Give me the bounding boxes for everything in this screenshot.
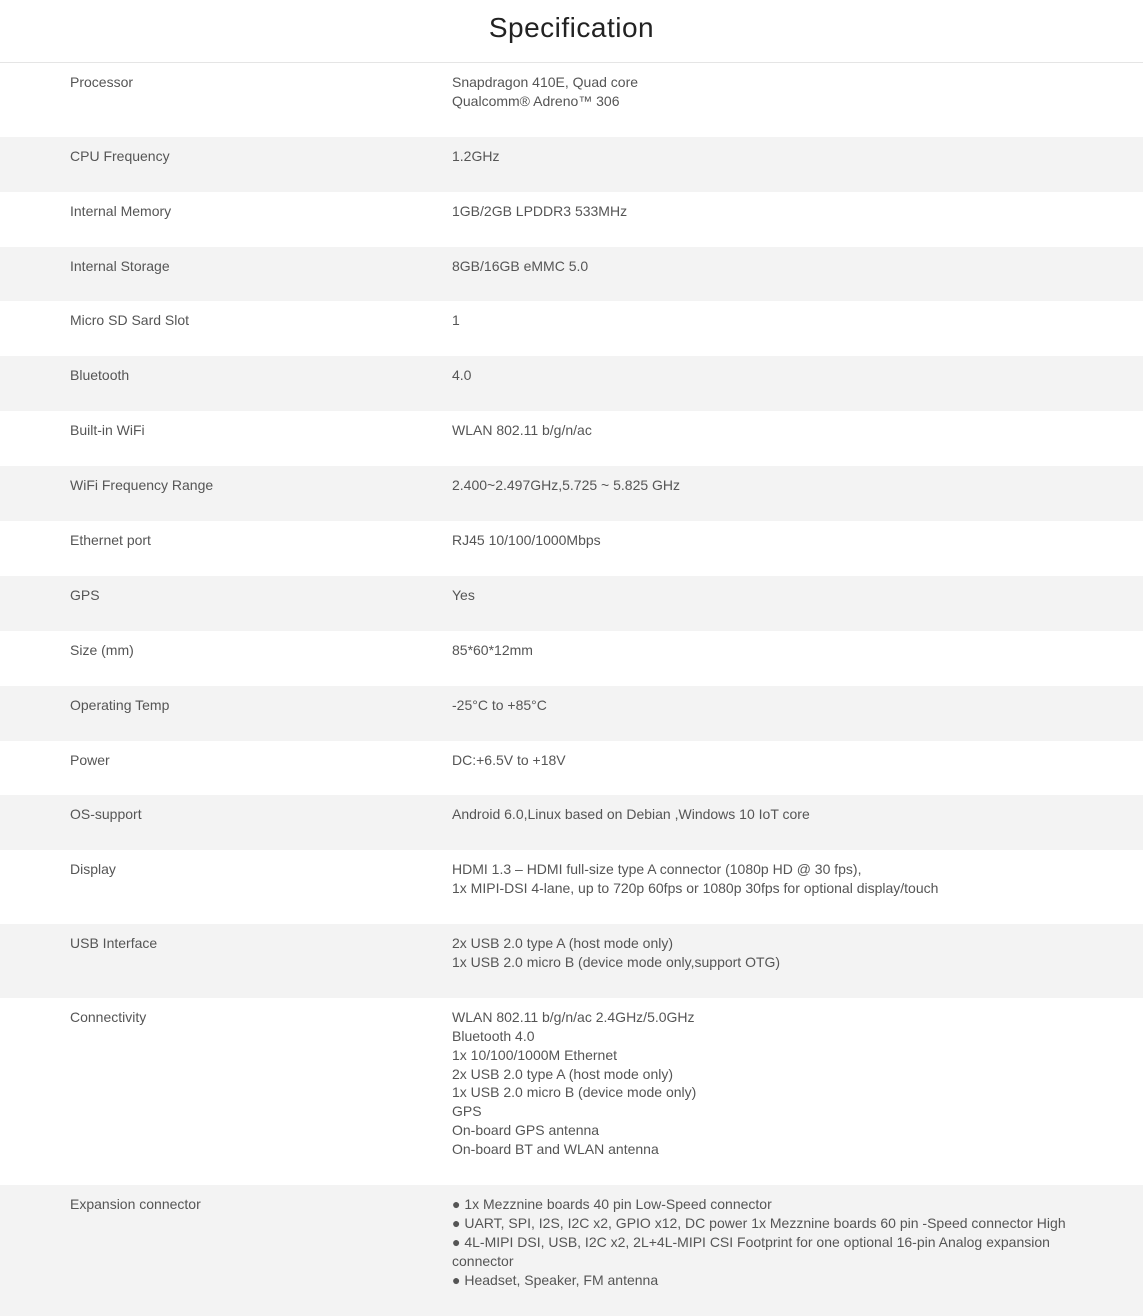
table-row: ConnectivityWLAN 802.11 b/g/n/ac 2.4GHz/…	[0, 998, 1143, 1185]
table-row: Built-in WiFi WLAN 802.11 b/g/n/ac	[0, 411, 1143, 466]
spec-value: 1.2GHz	[420, 137, 1143, 192]
spec-label: WiFi Frequency Range	[0, 466, 420, 521]
spec-value: 1GB/2GB LPDDR3 533MHz	[420, 192, 1143, 247]
spec-value: 1	[420, 301, 1143, 356]
spec-value: WLAN 802.11 b/g/n/ac	[420, 411, 1143, 466]
spec-value-line: -25°C to +85°C	[452, 696, 1103, 715]
spec-value-line: GPS	[452, 1102, 1103, 1121]
spec-label: Operating Temp	[0, 686, 420, 741]
spec-value: Android 6.0,Linux based on Debian ,Windo…	[420, 795, 1143, 850]
spec-value: Yes	[420, 576, 1143, 631]
table-row: Internal Storage 8GB/16GB eMMC 5.0	[0, 247, 1143, 302]
spec-value: 4.0	[420, 356, 1143, 411]
spec-value: Snapdragon 410E, Quad coreQualcomm® Adre…	[420, 63, 1143, 137]
spec-value-line: 85*60*12mm	[452, 641, 1103, 660]
spec-label: Power	[0, 741, 420, 796]
spec-label: Internal Storage	[0, 247, 420, 302]
specification-table: ProcessorSnapdragon 410E, Quad coreQualc…	[0, 62, 1143, 1316]
spec-value-bullet: ● 1x Mezznine boards 40 pin Low-Speed co…	[452, 1195, 1103, 1214]
table-row: Ethernet port RJ45 10/100/1000Mbps	[0, 521, 1143, 576]
spec-value: ● 1x Mezznine boards 40 pin Low-Speed co…	[420, 1185, 1143, 1315]
spec-value: 8GB/16GB eMMC 5.0	[420, 247, 1143, 302]
spec-value: 2x USB 2.0 type A (host mode only)1x USB…	[420, 924, 1143, 998]
table-row: Power DC:+6.5V to +18V	[0, 741, 1143, 796]
spec-value-line: Snapdragon 410E, Quad core	[452, 73, 1103, 92]
table-row: Expansion connector ● 1x Mezznine boards …	[0, 1185, 1143, 1315]
spec-value-line: Android 6.0,Linux based on Debian ,Windo…	[452, 805, 1103, 824]
spec-label: Ethernet port	[0, 521, 420, 576]
spec-value: DC:+6.5V to +18V	[420, 741, 1143, 796]
spec-label: GPS	[0, 576, 420, 631]
table-row: GPS Yes	[0, 576, 1143, 631]
table-row: Micro SD Sard Slot 1	[0, 301, 1143, 356]
spec-value: 2.400~2.497GHz,5.725 ~ 5.825 GHz	[420, 466, 1143, 521]
spec-label: Internal Memory	[0, 192, 420, 247]
spec-value-line: 4.0	[452, 366, 1103, 385]
table-row: CPU Frequency 1.2GHz	[0, 137, 1143, 192]
table-row: OS-support Android 6.0,Linux based on Deb…	[0, 795, 1143, 850]
spec-value-line: 2x USB 2.0 type A (host mode only)	[452, 934, 1103, 953]
spec-label: Connectivity	[0, 998, 420, 1185]
spec-label: OS-support	[0, 795, 420, 850]
spec-value-bullet: ● UART, SPI, I2S, I2C x2, GPIO x12, DC p…	[452, 1214, 1103, 1233]
spec-value-line: 1x USB 2.0 micro B (device mode only)	[452, 1083, 1103, 1102]
spec-value-line: On-board GPS antenna	[452, 1121, 1103, 1140]
spec-value: -25°C to +85°C	[420, 686, 1143, 741]
spec-value-line: 1GB/2GB LPDDR3 533MHz	[452, 202, 1103, 221]
spec-value-line: RJ45 10/100/1000Mbps	[452, 531, 1103, 550]
page-title: Specification	[0, 0, 1143, 62]
table-row: Internal Memory 1GB/2GB LPDDR3 533MHz	[0, 192, 1143, 247]
spec-label: USB Interface	[0, 924, 420, 998]
table-row: Operating Temp -25°C to +85°C	[0, 686, 1143, 741]
spec-value-line: On-board BT and WLAN antenna	[452, 1140, 1103, 1159]
spec-value-line: Bluetooth 4.0	[452, 1027, 1103, 1046]
spec-value: 85*60*12mm	[420, 631, 1143, 686]
spec-value: RJ45 10/100/1000Mbps	[420, 521, 1143, 576]
spec-label: Processor	[0, 63, 420, 137]
spec-value: HDMI 1.3 – HDMI full-size type A connect…	[420, 850, 1143, 924]
spec-value-line: 1.2GHz	[452, 147, 1103, 166]
spec-label: Bluetooth	[0, 356, 420, 411]
spec-value-line: Yes	[452, 586, 1103, 605]
table-row: ProcessorSnapdragon 410E, Quad coreQualc…	[0, 63, 1143, 137]
spec-value-line: 1	[452, 311, 1103, 330]
spec-label: Expansion connector	[0, 1185, 420, 1315]
spec-value-line: DC:+6.5V to +18V	[452, 751, 1103, 770]
spec-value: WLAN 802.11 b/g/n/ac 2.4GHz/5.0GHzBlueto…	[420, 998, 1143, 1185]
spec-value-line: HDMI 1.3 – HDMI full-size type A connect…	[452, 860, 1103, 879]
spec-table-body: ProcessorSnapdragon 410E, Quad coreQualc…	[0, 63, 1143, 1316]
spec-value-line: WLAN 802.11 b/g/n/ac 2.4GHz/5.0GHz	[452, 1008, 1103, 1027]
spec-value-line: 1x USB 2.0 micro B (device mode only,sup…	[452, 953, 1103, 972]
spec-value-line: Qualcomm® Adreno™ 306	[452, 92, 1103, 111]
spec-label: Display	[0, 850, 420, 924]
spec-label: CPU Frequency	[0, 137, 420, 192]
spec-value-bullet: ● Headset, Speaker, FM antenna	[452, 1271, 1103, 1290]
table-row: Display HDMI 1.3 – HDMI full-size type A …	[0, 850, 1143, 924]
spec-value-line: 2x USB 2.0 type A (host mode only)	[452, 1065, 1103, 1084]
spec-label: Micro SD Sard Slot	[0, 301, 420, 356]
table-row: WiFi Frequency Range 2.400~2.497GHz,5.725…	[0, 466, 1143, 521]
spec-label: Size (mm)	[0, 631, 420, 686]
spec-label: Built-in WiFi	[0, 411, 420, 466]
spec-value-line: WLAN 802.11 b/g/n/ac	[452, 421, 1103, 440]
spec-value-line: 8GB/16GB eMMC 5.0	[452, 257, 1103, 276]
spec-value-line: 1x MIPI-DSI 4-lane, up to 720p 60fps or …	[452, 879, 1103, 898]
table-row: Bluetooth 4.0	[0, 356, 1143, 411]
spec-value-line: 2.400~2.497GHz,5.725 ~ 5.825 GHz	[452, 476, 1103, 495]
table-row: USB Interface2x USB 2.0 type A (host mod…	[0, 924, 1143, 998]
table-row: Size (mm) 85*60*12mm	[0, 631, 1143, 686]
spec-value-line: 1x 10/100/1000M Ethernet	[452, 1046, 1103, 1065]
spec-value-bullet: ● 4L-MIPI DSI, USB, I2C x2, 2L+4L-MIPI C…	[452, 1233, 1103, 1271]
